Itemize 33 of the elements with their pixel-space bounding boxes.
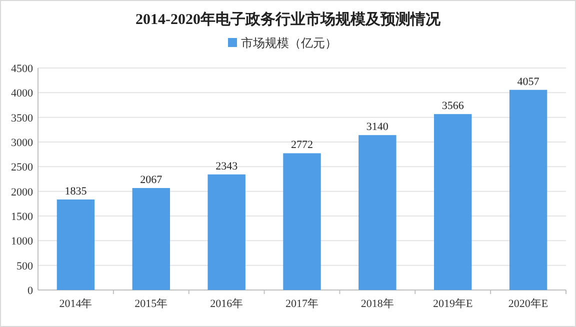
data-label: 2067: [140, 174, 163, 186]
y-tick-label: 4500: [11, 63, 34, 75]
x-tick-label: 2018年: [360, 298, 394, 310]
x-tick-label: 2019年E: [432, 298, 473, 310]
bar: [434, 114, 472, 290]
y-tick-label: 1000: [11, 236, 34, 248]
x-tick-label: 2016年: [210, 298, 244, 310]
data-label: 3566: [442, 100, 464, 112]
x-tick-label: 2020年E: [508, 298, 548, 310]
legend-label: 市场规模（亿元）: [241, 36, 337, 50]
bar: [283, 153, 321, 290]
data-label: 4057: [517, 76, 540, 88]
y-tick-label: 2500: [11, 162, 34, 174]
x-tick-label: 2014年: [59, 298, 92, 310]
data-label: 2343: [216, 160, 238, 172]
y-tick-label: 3500: [11, 112, 34, 124]
data-label: 2772: [291, 139, 313, 152]
x-tick-label: 2017年: [286, 298, 318, 310]
chart-title: 2014-2020年电子政务行业市场规模及预测情况: [136, 10, 442, 28]
y-tick-label: 4000: [11, 88, 34, 100]
y-tick-label: 0: [28, 285, 34, 297]
data-label: 1835: [64, 185, 88, 198]
bar: [56, 199, 95, 290]
y-tick-label: 500: [16, 260, 34, 272]
bar: [208, 174, 246, 290]
bar: [358, 135, 396, 290]
data-label: 3140: [366, 121, 389, 134]
x-tick-label: 2015年: [134, 298, 168, 310]
y-tick-label: 3000: [11, 137, 34, 149]
y-tick-label: 1500: [11, 211, 34, 223]
bar: [132, 188, 170, 290]
bar: [509, 90, 548, 290]
y-tick-label: 2000: [11, 186, 34, 198]
